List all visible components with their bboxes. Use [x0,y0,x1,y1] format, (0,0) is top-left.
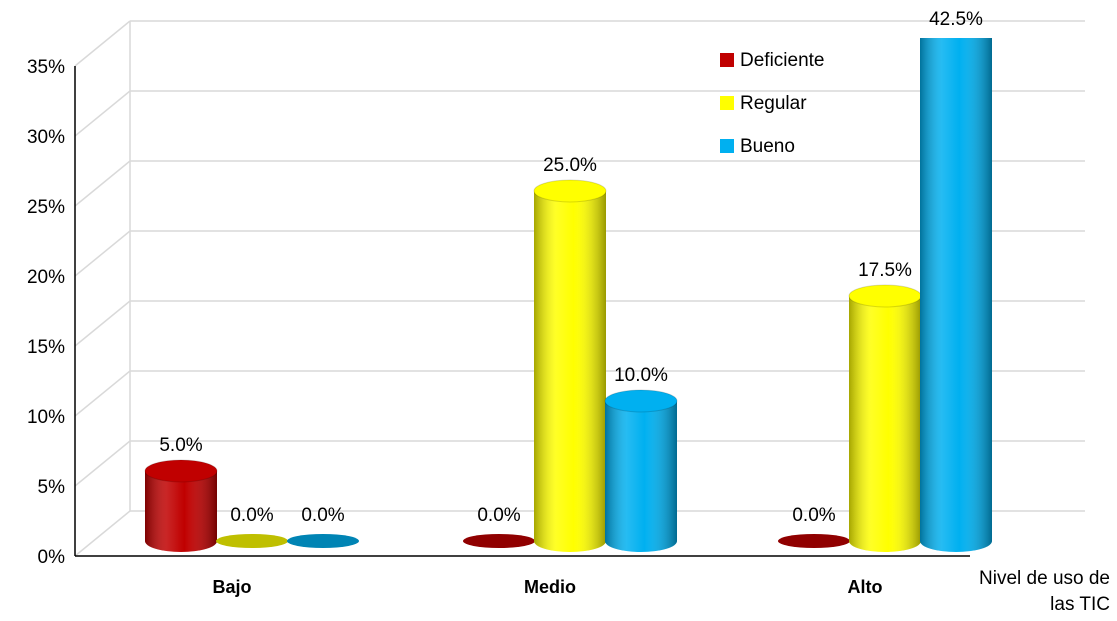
data-label: 0.0% [230,505,273,526]
legend-swatch [720,53,734,67]
bar-top [778,534,850,548]
grid-line-side [74,90,131,137]
bar-top [848,284,922,308]
y-tick-label: 5% [38,477,66,498]
grid-line-side [74,160,131,207]
data-label: 25.0% [543,155,597,176]
legend-label: Regular [740,93,807,114]
bar-shading [534,191,606,552]
data-label: 17.5% [858,260,912,281]
bar-top [144,459,218,483]
x-tick-label: Bajo [212,577,251,597]
y-tick-label: 25% [27,197,65,218]
grid-line-side [74,20,131,67]
bar-shading [849,296,921,552]
bar-top [533,179,607,203]
data-label: 0.0% [792,505,835,526]
data-label: 0.0% [477,505,520,526]
data-label: 0.0% [301,505,344,526]
bar-shading [605,401,677,552]
y-tick-label: 20% [27,267,65,288]
data-label: 5.0% [159,435,202,456]
x-tick-label: Alto [848,577,883,597]
bar-shading [920,38,992,552]
bar-top [287,534,359,548]
bar-top [463,534,535,548]
grid-line-side [74,440,131,487]
x-axis-title: Nivel de uso de las TIC [979,568,1110,615]
grid-line-side [74,300,131,347]
y-tick-label: 10% [27,407,65,428]
bars [144,38,992,552]
legend-label: Bueno [740,136,795,157]
data-label: 42.5% [929,9,983,30]
grid-line-side [74,510,131,557]
y-tick-label: 0% [38,547,66,568]
grid-line-side [74,370,131,417]
bar-shading [145,471,217,552]
legend-swatch [720,139,734,153]
legend-label: Deficiente [740,50,825,71]
data-label: 10.0% [614,365,668,386]
bar-top [216,534,288,548]
y-tick-label: 30% [27,127,65,148]
y-tick-label: 35% [27,57,65,78]
y-tick-label: 15% [27,337,65,358]
legend-swatch [720,96,734,110]
bar-top [604,389,678,413]
x-tick-label: Medio [524,577,576,597]
grid-line-side [74,230,131,277]
